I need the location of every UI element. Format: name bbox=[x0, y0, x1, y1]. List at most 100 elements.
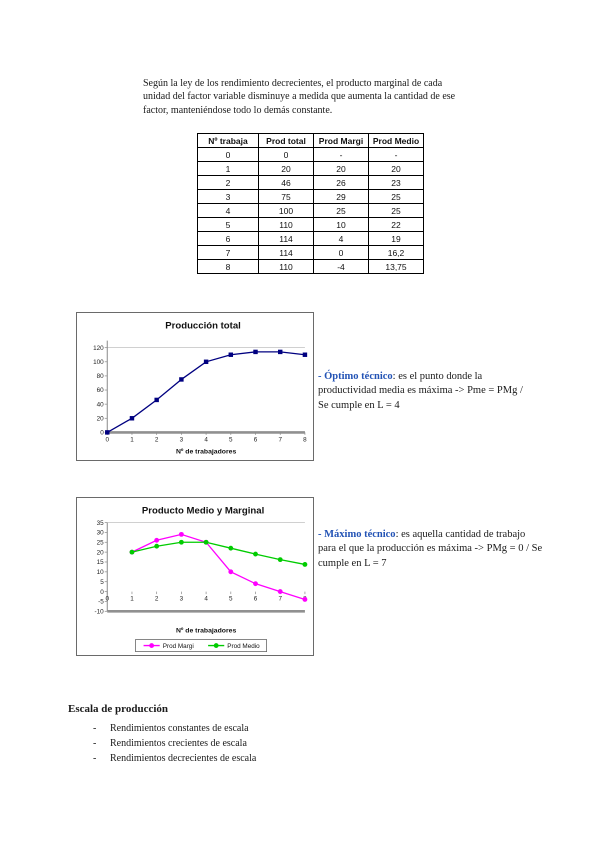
x-tick-label: 4 bbox=[204, 436, 208, 443]
table-header-cell: Nº trabaja bbox=[197, 133, 259, 148]
table-cell: -4 bbox=[313, 259, 369, 274]
y-tick-label: 25 bbox=[97, 539, 105, 546]
table-cell: 4 bbox=[197, 203, 259, 218]
y-tick-label: 35 bbox=[97, 520, 105, 527]
table-cell: 25 bbox=[368, 203, 424, 218]
intro-paragraph: Según la ley de los rendimiento decrecie… bbox=[143, 78, 456, 116]
scale-section-heading: Escala de producción bbox=[68, 703, 169, 715]
x-tick-label: 7 bbox=[278, 596, 282, 603]
x-tick-label: 6 bbox=[254, 596, 258, 603]
table-cell: 4 bbox=[313, 231, 369, 246]
table-cell: 16,2 bbox=[368, 245, 424, 260]
table-header-cell: Prod Medio bbox=[368, 133, 424, 148]
y-tick-label: 100 bbox=[93, 359, 104, 366]
table-cell: 0 bbox=[313, 245, 369, 260]
series-prod-margi bbox=[129, 531, 308, 602]
optimo-tecnico-term: - Óptimo técnico bbox=[318, 370, 393, 382]
table-row: 6 114 4 19 bbox=[197, 231, 424, 246]
y-tick-label: -10 bbox=[95, 609, 105, 616]
medio-marginal-chart: Producto Medio y Marginal35302520151050-… bbox=[95, 505, 308, 652]
y-tick-label: 60 bbox=[97, 387, 105, 394]
table-cell: 10 bbox=[313, 217, 369, 232]
table-cell: 7 bbox=[197, 245, 259, 260]
table-cell: 19 bbox=[368, 231, 424, 246]
y-tick-label: 0 bbox=[100, 430, 104, 437]
production-table-body: 0 0- -1 20 20 20 2 46 26 23 3 75 29 25 4 100 25 25 5 110 10 2… bbox=[197, 147, 424, 274]
x-tick-label: 4 bbox=[204, 596, 208, 603]
y-tick-label: 120 bbox=[93, 345, 104, 352]
y-tick-label: 40 bbox=[97, 401, 105, 408]
legend-label: Prod Margi bbox=[163, 643, 194, 650]
maximo-tecnico-text: : es aquella cantidad de trabajo para el… bbox=[318, 528, 543, 569]
list-item-text: Rendimientos constantes de escala bbox=[110, 723, 249, 734]
y-tick-label: 0 bbox=[100, 589, 104, 596]
optimo-tecnico-note: - Óptimo técnico: es el punto donde la p… bbox=[318, 370, 524, 414]
series-prod-total bbox=[105, 349, 308, 435]
bullet-dash: - bbox=[93, 753, 97, 765]
y-tick-label: -5 bbox=[98, 599, 104, 606]
table-cell: 2 bbox=[197, 175, 259, 190]
list-item: - Rendimientos crecientes de escala bbox=[93, 736, 256, 751]
table-cell: 114 bbox=[258, 245, 314, 260]
table-cell: 26 bbox=[313, 175, 369, 190]
table-header-cell: Prod total bbox=[258, 133, 314, 148]
table-cell: 110 bbox=[258, 217, 314, 232]
x-tick-label: 2 bbox=[155, 596, 159, 603]
table-cell: 0 bbox=[197, 147, 259, 162]
y-tick-label: 10 bbox=[97, 569, 105, 576]
table-cell: 110 bbox=[258, 259, 314, 274]
table-cell: - bbox=[313, 147, 369, 162]
table-cell: 22 bbox=[368, 217, 424, 232]
x-tick-label: 6 bbox=[254, 436, 258, 443]
optimo-tecnico-text: : es el punto donde la productividad med… bbox=[318, 370, 523, 411]
chart-title: Producción total bbox=[165, 321, 241, 332]
table-cell: 20 bbox=[368, 161, 424, 176]
list-item-text: Rendimientos decrecientes de escala bbox=[110, 753, 257, 765]
x-tick-label: 5 bbox=[229, 436, 233, 443]
table-cell: - bbox=[368, 147, 424, 162]
legend-box bbox=[135, 639, 267, 652]
y-tick-label: 80 bbox=[97, 373, 105, 380]
series-prod-medio bbox=[129, 539, 308, 567]
x-tick-label: 3 bbox=[180, 436, 184, 443]
y-tick-label: 20 bbox=[97, 415, 105, 422]
maximo-tecnico-note: - Máximo técnico: es aquella cantidad de… bbox=[318, 528, 544, 572]
x-tick-label: 0 bbox=[105, 436, 109, 443]
x-tick-label: 0 bbox=[105, 596, 109, 603]
table-cell: 29 bbox=[313, 189, 369, 204]
x-tick-label: 3 bbox=[180, 596, 184, 603]
y-tick-label: 15 bbox=[97, 559, 105, 566]
chart-title: Producto Medio y Marginal bbox=[142, 505, 264, 516]
table-cell: 20 bbox=[258, 161, 314, 176]
x-tick-label: 1 bbox=[130, 436, 134, 443]
table-row: 1 20 20 20 bbox=[197, 161, 424, 176]
bullet-dash: - bbox=[93, 738, 97, 750]
table-row: 3 75 29 25 bbox=[197, 189, 424, 204]
table-cell: 114 bbox=[258, 231, 314, 246]
legend-label: Prod Medio bbox=[227, 643, 260, 650]
x-tick-label: 1 bbox=[130, 596, 134, 603]
table-cell: 20 bbox=[313, 161, 369, 176]
y-tick-label: 5 bbox=[100, 579, 104, 586]
list-item: - Rendimientos constantes de escala bbox=[93, 721, 256, 736]
table-cell: 1 bbox=[197, 161, 259, 176]
table-row: 4 100 25 25 bbox=[197, 203, 424, 218]
table-cell: 0 bbox=[258, 147, 314, 162]
table-row: 2 46 26 23 bbox=[197, 175, 424, 190]
table-row: 5 110 10 22 bbox=[197, 217, 424, 232]
production-table-header-row: Nº trabaja Prod total Prod Margi Prod Medio bbox=[197, 133, 424, 148]
table-cell: 25 bbox=[313, 203, 369, 218]
table-row: 7 114 0 16,2 bbox=[197, 245, 424, 260]
table-cell: 13,75 bbox=[368, 259, 424, 274]
x-tick-label: 2 bbox=[155, 436, 159, 443]
table-cell: 46 bbox=[258, 175, 314, 190]
table-cell: 8 bbox=[197, 259, 259, 274]
bullet-dash: - bbox=[93, 723, 97, 734]
table-header-cell: Prod Margi bbox=[313, 133, 369, 148]
y-tick-label: 20 bbox=[97, 549, 105, 556]
chart-xlabel: Nº de trabajadores bbox=[176, 627, 237, 634]
maximo-tecnico-term: - Máximo técnico bbox=[318, 528, 396, 540]
table-row: 8 110 -4 13,75 bbox=[197, 259, 424, 274]
